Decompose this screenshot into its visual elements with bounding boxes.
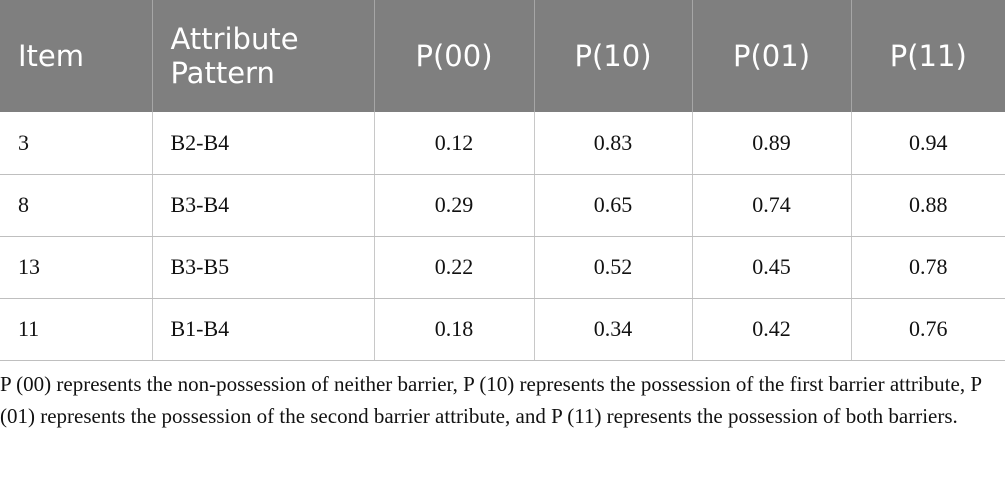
column-header: Item bbox=[0, 0, 152, 112]
table-cell: 8 bbox=[0, 174, 152, 237]
table-cell: B2-B4 bbox=[151, 112, 374, 175]
table-row: 13 B3-B5 0.22 0.52 0.45 0.78 bbox=[0, 236, 1005, 299]
table-cell: 3 bbox=[0, 112, 152, 175]
data-table: Item Attribute Pattern P(00) P(10) P(01) P(11… bbox=[0, 0, 1005, 361]
table-cell: 13 bbox=[0, 236, 152, 299]
table-cell: 0.76 bbox=[850, 298, 1005, 361]
table-cell: 0.89 bbox=[691, 112, 851, 175]
table-row: 8 B3-B4 0.29 0.65 0.74 0.88 bbox=[0, 174, 1005, 237]
table-cell: 0.42 bbox=[691, 298, 851, 361]
column-header: P(01) bbox=[691, 0, 851, 112]
table-body: 3 B2-B4 0.12 0.83 0.89 0.94 8 B3-B4 0.29 0.65 0.74… bbox=[0, 112, 1005, 361]
table-row: 3 B2-B4 0.12 0.83 0.89 0.94 bbox=[0, 112, 1005, 175]
header-row: Item Attribute Pattern P(00) P(10) P(01) P(11… bbox=[0, 0, 1005, 112]
table-cell: 0.94 bbox=[850, 112, 1005, 175]
table-cell: 0.18 bbox=[373, 298, 534, 361]
table-cell: 0.78 bbox=[850, 236, 1005, 299]
table-cell: 0.83 bbox=[533, 112, 692, 175]
table-cell: 0.45 bbox=[691, 236, 851, 299]
table-cell: 0.34 bbox=[533, 298, 692, 361]
table-cell: 0.29 bbox=[373, 174, 534, 237]
column-header: P(10) bbox=[533, 0, 692, 112]
table-cell: 0.65 bbox=[533, 174, 692, 237]
table-cell: 0.22 bbox=[373, 236, 534, 299]
table-cell: 0.88 bbox=[850, 174, 1005, 237]
table-cell: 0.52 bbox=[533, 236, 692, 299]
column-header: P(11) bbox=[850, 0, 1005, 112]
table-cell: B1-B4 bbox=[151, 298, 374, 361]
table-cell: B3-B5 bbox=[151, 236, 374, 299]
table-cell: 0.74 bbox=[691, 174, 851, 237]
table-head: Item Attribute Pattern P(00) P(10) P(01) P(11… bbox=[0, 0, 1005, 112]
table-cell: B3-B4 bbox=[151, 174, 374, 237]
column-header: P(00) bbox=[373, 0, 534, 112]
table-cell: 11 bbox=[0, 298, 152, 361]
column-header: Attribute Pattern bbox=[151, 0, 374, 112]
footnote: P (00) represents the non-possession of … bbox=[0, 372, 982, 428]
table-row: 11 B1-B4 0.18 0.34 0.42 0.76 bbox=[0, 298, 1005, 361]
table-cell: 0.12 bbox=[373, 112, 534, 175]
